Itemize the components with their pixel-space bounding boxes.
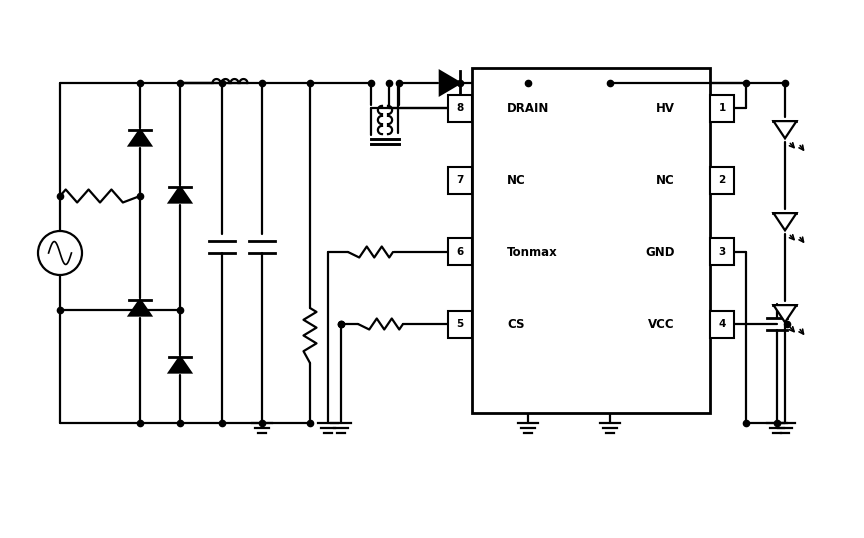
Text: HV: HV: [656, 102, 675, 115]
Text: NC: NC: [657, 173, 675, 187]
Bar: [448, 310, 472, 337]
Text: Tonmax: Tonmax: [507, 245, 558, 258]
Polygon shape: [169, 357, 191, 372]
Text: 6: 6: [456, 247, 464, 257]
Polygon shape: [169, 187, 191, 202]
Bar: [448, 95, 472, 122]
Polygon shape: [773, 213, 797, 230]
Text: 7: 7: [456, 175, 464, 185]
Text: GND: GND: [645, 245, 675, 258]
Bar: [710, 95, 734, 122]
Text: CS: CS: [507, 317, 524, 330]
Polygon shape: [773, 121, 797, 138]
Polygon shape: [129, 300, 151, 316]
Text: NC: NC: [507, 173, 526, 187]
Text: 1: 1: [718, 103, 726, 113]
Bar: [710, 310, 734, 337]
Bar: [710, 166, 734, 194]
Text: 2: 2: [718, 175, 726, 185]
Text: 5: 5: [456, 319, 464, 329]
Polygon shape: [129, 130, 151, 146]
Bar: [472, 68, 710, 413]
Polygon shape: [773, 305, 797, 322]
Text: DRAIN: DRAIN: [507, 102, 550, 115]
Text: 4: 4: [718, 319, 726, 329]
Bar: [448, 238, 472, 265]
Text: 3: 3: [718, 247, 726, 257]
Polygon shape: [440, 71, 461, 95]
Text: VCC: VCC: [648, 317, 675, 330]
Text: 8: 8: [456, 103, 464, 113]
Bar: [710, 238, 734, 265]
Bar: [448, 166, 472, 194]
